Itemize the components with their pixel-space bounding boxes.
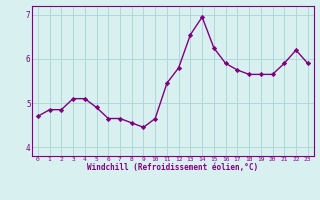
X-axis label: Windchill (Refroidissement éolien,°C): Windchill (Refroidissement éolien,°C) [87,163,258,172]
